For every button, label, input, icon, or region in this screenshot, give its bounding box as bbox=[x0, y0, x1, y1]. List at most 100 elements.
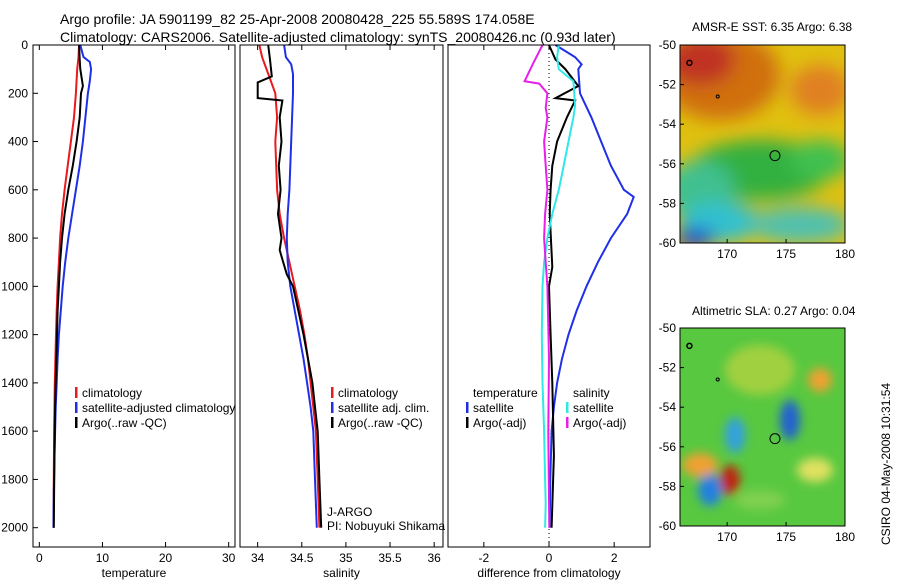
y-tick-label: 400 bbox=[8, 135, 28, 149]
y-tick-label: 200 bbox=[8, 86, 28, 100]
y-tick-label: -54 bbox=[659, 400, 677, 414]
y-tick-label: 600 bbox=[8, 183, 28, 197]
float-position-marker bbox=[769, 433, 781, 445]
legend-item: Argo(-adj) bbox=[573, 416, 626, 430]
y-tick-label: -58 bbox=[659, 196, 677, 210]
legend-swatch bbox=[466, 417, 469, 428]
y-tick-label: -60 bbox=[659, 519, 677, 533]
x-tick-label: 180 bbox=[835, 530, 855, 544]
legend-swatch bbox=[331, 417, 334, 428]
x-tick-label: 36 bbox=[427, 551, 441, 565]
legend-swatch bbox=[75, 402, 78, 413]
x-axis-label: difference from climatology bbox=[477, 566, 620, 580]
series-line-4 bbox=[523, 44, 551, 528]
y-tick-label: 1400 bbox=[1, 376, 28, 390]
legend-item: Argo(..raw -QC) bbox=[338, 416, 423, 430]
y-tick-label: 1200 bbox=[1, 328, 28, 342]
legend-swatch bbox=[75, 417, 78, 428]
float-position-marker bbox=[769, 150, 781, 162]
legend-item: temperature bbox=[473, 386, 538, 400]
x-tick-label: 10 bbox=[96, 551, 110, 565]
side-label: CSIRO 04-May-2008 10:31:54 bbox=[879, 383, 893, 545]
profile-panels: 0 10 20 30temperature0200400600800100012001… bbox=[1, 38, 651, 580]
y-tick-label: -58 bbox=[659, 479, 677, 493]
legend-swatch bbox=[331, 387, 334, 398]
y-tick-label: -56 bbox=[659, 440, 677, 454]
legend-item: climatology bbox=[82, 386, 142, 400]
y-tick-label: -50 bbox=[659, 321, 677, 335]
series-line-1 bbox=[52, 44, 81, 528]
y-tick-label: -60 bbox=[659, 236, 677, 250]
y-tick-label: -54 bbox=[659, 117, 677, 131]
annotation: J-ARGO bbox=[327, 505, 372, 519]
series-line-3 bbox=[52, 44, 84, 528]
y-tick-label: 0 bbox=[21, 38, 28, 52]
map-axes-1: -50 -52 -54 -56 -58 -60 170 175 180 bbox=[659, 38, 856, 261]
legend-item: Argo(..raw -QC) bbox=[82, 416, 167, 430]
legend: temperaturesatelliteArgo(-adj)salinitysa… bbox=[466, 386, 626, 430]
x-tick-label: 34 bbox=[251, 551, 265, 565]
sla-map bbox=[680, 328, 845, 526]
y-tick-label: -52 bbox=[659, 78, 677, 92]
profile-panel-2: 34 34.5 35 35.5 36 salinity climatologysatelli… bbox=[239, 44, 445, 580]
y-tick-label: -52 bbox=[659, 361, 677, 375]
x-tick-label: 0 bbox=[546, 551, 553, 565]
series-line-1 bbox=[258, 44, 321, 528]
legend-swatch bbox=[75, 387, 78, 398]
x-tick-label: 34.5 bbox=[290, 551, 314, 565]
sst-map bbox=[680, 45, 845, 243]
legend-item: satellite bbox=[473, 401, 514, 415]
x-tick-label: 180 bbox=[835, 247, 855, 261]
y-tick-label: 1000 bbox=[1, 279, 28, 293]
series-line-3 bbox=[256, 44, 323, 528]
legend-swatch bbox=[566, 417, 569, 428]
x-tick-label: -2 bbox=[479, 551, 490, 565]
y-tick-label: 1800 bbox=[1, 472, 28, 486]
x-axis-label: temperature bbox=[102, 566, 167, 580]
legend-item: satellite adj. clim. bbox=[338, 401, 429, 415]
series-line-3 bbox=[540, 44, 577, 528]
title-line-2: Climatology: CARS2006. Satellite-adjuste… bbox=[60, 29, 616, 45]
sst-map-title: AMSR-E SST: 6.35 Argo: 6.38 bbox=[692, 20, 852, 34]
map-axes-2: -50 -52 -54 -56 -58 -60 170 175 180 bbox=[659, 321, 856, 544]
series-line-1 bbox=[548, 44, 635, 528]
island-marker bbox=[686, 59, 693, 67]
y-tick-label: 2000 bbox=[1, 521, 28, 535]
legend-swatch bbox=[566, 402, 569, 413]
legend-item: satellite-adjusted climatology bbox=[82, 401, 235, 415]
x-tick-label: 30 bbox=[222, 551, 236, 565]
sla-map-title: Altimetric SLA: 0.27 Argo: 0.04 bbox=[692, 304, 856, 318]
x-tick-label: 35 bbox=[339, 551, 353, 565]
y-tick-label: 1600 bbox=[1, 424, 28, 438]
plot-frame bbox=[32, 44, 236, 548]
x-tick-label: 2 bbox=[611, 551, 618, 565]
x-tick-label: 175 bbox=[776, 530, 796, 544]
x-axis-label: salinity bbox=[323, 566, 360, 580]
annotation: PI: Nobuyuki Shikama bbox=[327, 519, 445, 533]
x-tick-label: 0 bbox=[36, 551, 43, 565]
x-tick-label: 35.5 bbox=[378, 551, 402, 565]
x-tick-label: 20 bbox=[159, 551, 173, 565]
series-line-2 bbox=[283, 44, 318, 528]
island-marker bbox=[715, 377, 720, 382]
x-tick-label: 170 bbox=[717, 530, 737, 544]
island-marker bbox=[686, 342, 693, 350]
y-tick-label: 800 bbox=[8, 231, 28, 245]
title-line-1: Argo profile: JA 5901199_82 25-Apr-2008 … bbox=[60, 11, 535, 27]
legend-item: satellite bbox=[573, 401, 614, 415]
series-line-2 bbox=[547, 44, 580, 528]
legend-item: climatology bbox=[338, 386, 398, 400]
profile-panel-1: 0 10 20 30 temperature 0 200 400 600 800 1000 1200 1… bbox=[1, 38, 235, 580]
map-panels: AMSR-E SST: 6.35 Argo: 6.38 Altimetric S… bbox=[659, 20, 856, 544]
x-tick-label: 175 bbox=[776, 247, 796, 261]
legend-swatch bbox=[331, 402, 334, 413]
y-tick-label: -56 bbox=[659, 157, 677, 171]
y-tick-label: -50 bbox=[659, 38, 677, 52]
legend-item: Argo(-adj) bbox=[473, 416, 526, 430]
legend-swatch bbox=[466, 402, 469, 413]
plot-frame bbox=[239, 44, 444, 548]
